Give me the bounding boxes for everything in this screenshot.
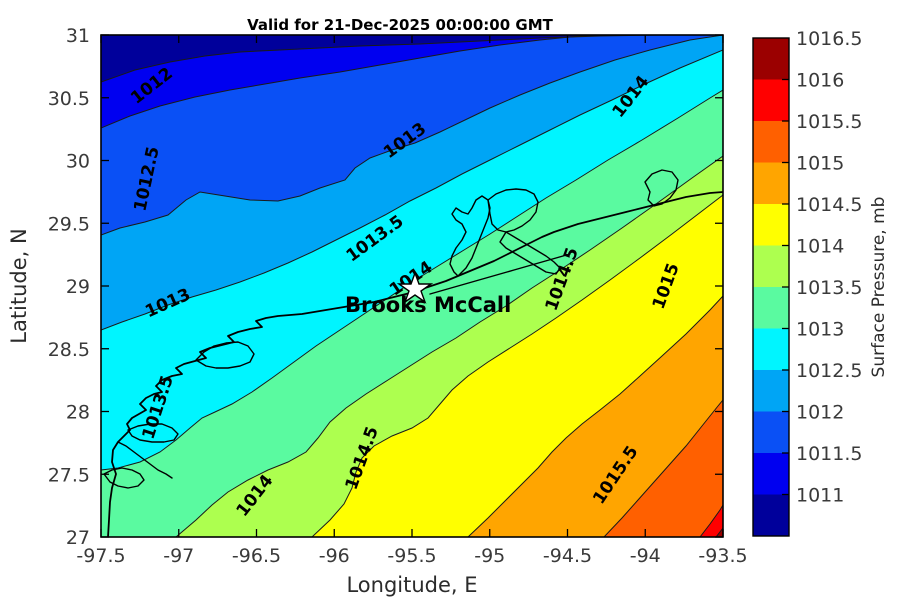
colorbar-swatch-6 — [753, 287, 789, 329]
colorbar-tick-label-7: 1013 — [796, 319, 844, 341]
coastline-bay-corpus — [127, 423, 179, 443]
colorbar-title: Surface Pressure, mb — [869, 197, 889, 378]
star-marker[interactable] — [396, 270, 434, 304]
x-tick-label-3: -96 — [319, 545, 350, 567]
station-label: Brooks McCall — [345, 293, 511, 317]
y-axis-title: Latitude, N — [7, 228, 31, 344]
contour-line-1012 — [101, 35, 621, 129]
coastline-overlay — [103, 169, 723, 537]
coastline-main — [107, 191, 723, 537]
colorbar-swatch-3 — [753, 162, 789, 204]
colorbar-tick-label-8: 1012.5 — [796, 360, 862, 382]
contour-line-1013p5 — [101, 89, 723, 471]
y-tick-label-4: 29 — [66, 276, 90, 298]
colorbar-swatch-10 — [753, 453, 789, 495]
coastline-laguna-detail — [117, 441, 173, 479]
colorbar-swatch-1 — [753, 79, 789, 121]
contour-band-1016 — [700, 505, 723, 537]
y-tick-label-0: 31 — [66, 25, 90, 47]
contour-plot-area: 1012 1012.5 1013 1013 1014 1013.5 1014 1… — [101, 35, 723, 537]
x-tick-label-6: -94.5 — [543, 545, 592, 567]
colorbar-tick-label-1: 1016 — [796, 70, 844, 92]
coastline-galveston-bay — [449, 195, 491, 277]
colorbar-swatch-8 — [753, 370, 789, 412]
coastline-lake-loop — [644, 169, 679, 207]
colorbar-swatch-11 — [753, 494, 789, 536]
y-tick-label-6: 28 — [66, 402, 90, 424]
contour-band-1015p5 — [604, 400, 723, 537]
colorbar-swatch-7 — [753, 328, 789, 370]
colorbar-swatch-9 — [753, 411, 789, 453]
coastline-bay-inlet — [499, 231, 561, 275]
y-axis-tick-labels: 31 30.5 30 29.5 29 28.5 28 27.5 27 — [48, 25, 90, 549]
x-tick-label-7: -94 — [630, 545, 661, 567]
contour-line-1012p5 — [101, 35, 723, 236]
colorbar: 1016.5 1016 1015.5 1015 1014.5 1014 1013… — [752, 28, 889, 537]
colorbar-tick-label-0: 1016.5 — [796, 28, 862, 50]
contour-line-1016p5 — [715, 527, 723, 537]
contour-line-1014 — [175, 155, 723, 537]
colorbar-tick-label-2: 1015.5 — [796, 111, 862, 133]
colorbar-swatch-4 — [753, 204, 789, 246]
x-axis-ticks — [100, 35, 724, 537]
plot-title: Valid for 21-Dec-2025 00:00:00 GMT — [247, 16, 553, 34]
colorbar-tick-label-4: 1014.5 — [796, 194, 862, 216]
contour-line-1015p5 — [603, 399, 723, 537]
coastline-inlet-sw — [103, 467, 145, 489]
contour-line-1013 — [101, 49, 723, 331]
contour-line-1015 — [467, 295, 723, 537]
coastline-bay-matagorda — [195, 341, 255, 369]
contour-line-1011p5 — [101, 35, 661, 83]
colorbar-swatch-0 — [753, 38, 789, 80]
contour-lines — [101, 35, 723, 537]
colorbar-ticks — [782, 78, 789, 496]
y-tick-label-7: 27.5 — [48, 464, 90, 486]
coastline-barrier-island — [429, 253, 571, 295]
colorbar-tick-label-6: 1013.5 — [796, 277, 862, 299]
x-tick-label-2: -96.5 — [232, 545, 281, 567]
contour-line-1016 — [699, 504, 723, 537]
x-axis-title: Longitude, E — [346, 573, 477, 597]
y-tick-label-8: 27 — [66, 527, 90, 549]
colorbar-tick-label-10: 1011.5 — [796, 443, 862, 465]
colorbar-tick-label-11: 1011 — [796, 485, 844, 507]
colorbar-swatch-2 — [753, 121, 789, 163]
x-tick-label-4: -95.5 — [387, 545, 436, 567]
x-tick-label-0: -97.5 — [76, 545, 125, 567]
coastline-bay-east-lobe — [487, 188, 539, 233]
colorbar-tick-label-9: 1012 — [796, 402, 844, 424]
station-marker-group[interactable] — [396, 270, 434, 304]
x-tick-label-1: -97 — [163, 545, 194, 567]
colorbar-swatch-5 — [753, 245, 789, 287]
x-axis-tick-labels: -97.5 -97 -96.5 -96 -95.5 -95 -94.5 -94 … — [76, 545, 747, 567]
x-tick-label-5: -95 — [474, 545, 505, 567]
y-tick-label-2: 30 — [66, 151, 90, 173]
y-tick-label-1: 30.5 — [48, 88, 90, 110]
y-axis-ticks — [101, 34, 723, 538]
colorbar-tick-label-5: 1014 — [796, 236, 844, 258]
colorbar-tick-labels: 1016.5 1016 1015.5 1015 1014.5 1014 1013… — [796, 28, 862, 507]
x-tick-label-8: -93.5 — [698, 545, 747, 567]
y-tick-label-5: 28.5 — [48, 339, 90, 361]
colorbar-tick-label-3: 1015 — [796, 153, 844, 175]
contour-line-1014p5 — [311, 194, 723, 537]
y-tick-label-3: 29.5 — [48, 213, 90, 235]
